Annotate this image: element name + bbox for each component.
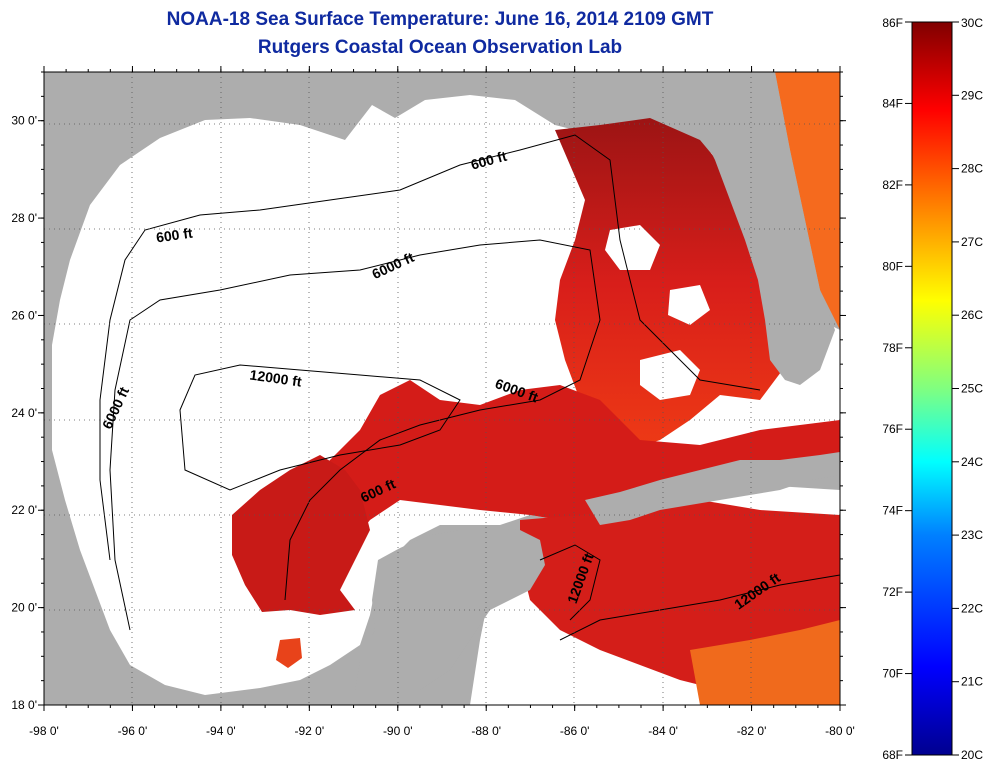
contour-caribbean-2 [539,544,601,621]
contour-label: 12000 ft [249,366,303,389]
cloud-patch [668,285,710,325]
lon-tick-label: -90 0' [383,724,413,738]
lon-tick-label: -80 0' [825,724,855,738]
map-title: NOAA-18 Sea Surface Temperature: June 16… [166,9,714,30]
sst-patch-central [300,380,840,560]
colorbar-c-label: 25C [961,382,983,396]
lat-tick-label: 30 0' [11,114,37,128]
colorbar-f-label: 76F [882,422,903,436]
colorbar-c-label: 22C [961,601,983,615]
lon-tick-label: -88 0' [471,724,501,738]
latitude-axis: 18 0' 20 0' 22 0' 24 0' 26 0' 28 0' 30 0' [11,71,846,712]
colorbar-fahrenheit-labels: 86F 84F 82F 80F 78F 76F 74F 72F 70F 68F [882,16,912,762]
yucatan-land [355,528,545,705]
lon-tick-label: -92 0' [295,724,325,738]
colorbar-f-label: 78F [882,341,903,355]
colorbar-c-label: 30C [961,16,983,30]
colorbar-c-label: 29C [961,88,983,102]
lon-tick-label: -94 0' [206,724,236,738]
colorbar-c-label: 20C [961,748,983,762]
florida-land [700,72,835,385]
lat-tick-label: 18 0' [11,698,37,712]
colorbar-c-label: 28C [961,162,983,176]
lon-tick-label: -82 0' [737,724,767,738]
colorbar-gradient [911,21,953,756]
longitude-axis: -98 0' -96 0' -94 0' -92 0' -90 0' -88 0' -86 … [29,66,855,738]
lon-tick-label: -96 0' [118,724,148,738]
map-graticule [44,72,840,705]
colorbar-f-label: 82F [882,178,903,192]
sst-patch-caribbean-south [690,620,840,705]
colorbar-c-label: 21C [961,675,983,689]
cuba-land [585,452,840,525]
contour-6000ft [109,239,601,631]
contour-label: 600 ft [155,225,194,246]
colorbar-f-label: 70F [882,667,903,681]
contour-caribbean [559,574,840,641]
colorbar-celsius-labels: 30C 29C 28C 27C 26C 25C 24C 23C 22C 21C 20C [952,16,983,762]
lat-tick-label: 22 0' [11,503,37,517]
colorbar-f-label: 74F [882,504,903,518]
lat-tick-label: 28 0' [11,211,37,225]
lon-tick-label: -98 0' [29,724,59,738]
lon-tick-label: -84 0' [648,724,678,738]
cloud-patch [605,225,660,270]
sst-patch-campeche [232,455,370,615]
colorbar-c-label: 27C [961,235,983,249]
lat-tick-label: 20 0' [11,601,37,615]
colorbar-c-label: 24C [961,455,983,469]
cloud-patch [640,350,700,400]
colorbar-f-label: 86F [882,16,903,30]
colorbar-c-label: 26C [961,308,983,322]
lat-tick-label: 24 0' [11,406,37,420]
sst-patch-small [276,638,302,668]
colorbar-f-label: 72F [882,585,903,599]
lon-tick-label: -86 0' [560,724,590,738]
colorbar-f-label: 84F [882,96,903,110]
colorbar-c-label: 23C [961,528,983,542]
map-subtitle: Rutgers Coastal Ocean Observation Lab [257,37,623,58]
colorbar-f-label: 68F [882,748,903,762]
atlantic-water-region [775,72,840,330]
contour-600ft [99,134,761,561]
lat-tick-label: 26 0' [11,308,37,322]
contour-12000ft [179,364,461,491]
colorbar-f-label: 80F [882,259,903,273]
